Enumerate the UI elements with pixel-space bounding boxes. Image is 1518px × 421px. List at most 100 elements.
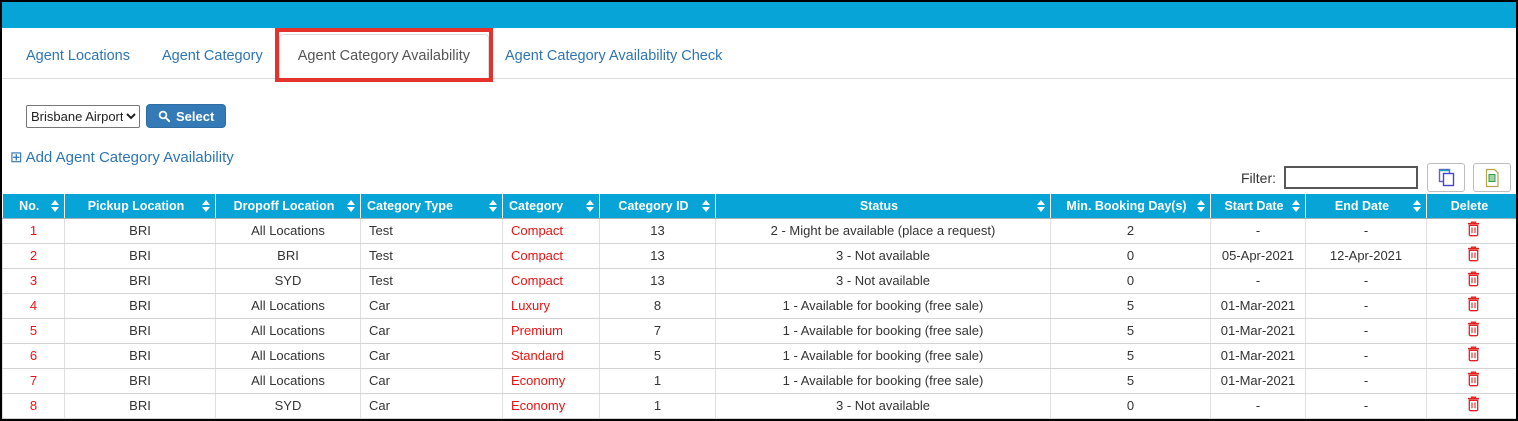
sort-arrows-icon[interactable] xyxy=(1037,199,1045,212)
table-row: 6 BRI All Locations Car Standard 5 1 - Availab… xyxy=(2,343,1516,369)
cell-min_booking_days: 2 xyxy=(1050,218,1211,244)
table-row: 3 BRI SYD Test Compact 13 3 - Not available 0- - xyxy=(2,268,1516,294)
column-label: Category Type xyxy=(367,198,453,213)
cell-status: 1 - Available for booking (free sale) xyxy=(715,293,1051,319)
cell-category_type: Car xyxy=(360,343,503,369)
cell-delete xyxy=(1426,218,1516,244)
cell-category: Compact xyxy=(502,218,600,244)
cell-start_date: 05-Apr-2021 xyxy=(1210,243,1306,269)
tab-agent-category-availability-check[interactable]: Agent Category Availability Check xyxy=(505,48,723,64)
tab-agent-category[interactable]: Agent Category xyxy=(162,48,263,64)
delete-row-button[interactable] xyxy=(1467,221,1480,237)
column-label: Category xyxy=(509,198,564,213)
sort-arrows-icon[interactable] xyxy=(51,199,59,212)
copy-button[interactable] xyxy=(1427,163,1465,192)
delete-row-button[interactable] xyxy=(1467,371,1480,387)
column-label: No. xyxy=(19,198,40,213)
cell-no: 7 xyxy=(2,368,65,394)
cell-no: 6 xyxy=(2,343,65,369)
sort-arrows-icon[interactable] xyxy=(347,199,355,212)
sort-arrows-icon[interactable] xyxy=(202,199,210,212)
table-row: 2 BRI BRI Test Compact 13 3 - Not available 0 05… xyxy=(2,243,1516,269)
sort-arrows-icon[interactable] xyxy=(1292,199,1300,212)
column-header-start_date[interactable]: Start Date xyxy=(1210,194,1306,219)
column-header-pickup[interactable]: Pickup Location xyxy=(64,194,216,219)
export-button[interactable] xyxy=(1473,163,1511,192)
cell-delete xyxy=(1426,418,1516,419)
column-label: Category ID xyxy=(618,198,689,213)
delete-row-button[interactable] xyxy=(1467,246,1480,262)
cell-no: 1 xyxy=(2,218,65,244)
cell-category_type: Test xyxy=(360,218,503,244)
top-header-bar xyxy=(2,2,1516,28)
search-icon xyxy=(158,110,171,123)
cell-status: 3 - Not available xyxy=(715,243,1051,269)
column-header-delete: Delete xyxy=(1426,194,1516,219)
cell-dropoff: All Locations xyxy=(215,343,361,369)
delete-row-button[interactable] xyxy=(1467,346,1480,362)
cell-status: 3 - Not available xyxy=(715,268,1051,294)
delete-row-button[interactable] xyxy=(1467,321,1480,337)
cell-dropoff: SYD xyxy=(215,268,361,294)
table-row: 9 xyxy=(2,418,1516,419)
select-button[interactable]: Select xyxy=(146,104,227,128)
column-label: End Date xyxy=(1334,198,1390,213)
cell-category_id: 1 xyxy=(599,393,716,419)
copy-icon xyxy=(1436,167,1457,188)
column-label: Delete xyxy=(1450,198,1489,213)
delete-row-button[interactable] xyxy=(1467,396,1480,412)
sort-arrows-icon[interactable] xyxy=(1413,199,1421,212)
select-button-label: Select xyxy=(176,108,215,124)
cell-end_date: - xyxy=(1305,293,1427,319)
cell-delete xyxy=(1426,268,1516,294)
column-header-status[interactable]: Status xyxy=(715,194,1051,219)
cell-no: 4 xyxy=(2,293,65,319)
trash-icon xyxy=(1467,346,1480,365)
location-select[interactable]: Brisbane Airport xyxy=(26,104,140,128)
cell-category: Economy xyxy=(502,368,600,394)
column-header-min_booking_days[interactable]: Min. Booking Day(s) xyxy=(1050,194,1211,219)
cell-pickup: BRI xyxy=(64,343,216,369)
cell-delete xyxy=(1426,343,1516,369)
cell-status: 1 - Available for booking (free sale) xyxy=(715,343,1051,369)
tab-agent-locations[interactable]: Agent Locations xyxy=(26,48,130,64)
cell-min_booking_days: 0 xyxy=(1050,393,1211,419)
column-header-category_id[interactable]: Category ID xyxy=(599,194,716,219)
cell-end_date: - xyxy=(1305,393,1427,419)
filter-input[interactable] xyxy=(1284,166,1418,189)
toolbar-row: ⊞ Add Agent Category Availability Filter… xyxy=(2,149,1516,193)
cell-pickup: BRI xyxy=(64,218,216,244)
sort-arrows-icon[interactable] xyxy=(489,199,497,212)
cell-pickup: BRI xyxy=(64,268,216,294)
delete-row-button[interactable] xyxy=(1467,271,1480,287)
plus-box-icon: ⊞ xyxy=(10,149,23,166)
sort-arrows-icon[interactable] xyxy=(702,199,710,212)
column-header-dropoff[interactable]: Dropoff Location xyxy=(215,194,361,219)
cell-category: Compact xyxy=(502,243,600,269)
table-row: 1 BRI All Locations Test Compact 13 2 - Might … xyxy=(2,218,1516,244)
column-header-category_type[interactable]: Category Type xyxy=(360,194,503,219)
cell-status: 1 - Available for booking (free sale) xyxy=(715,318,1051,344)
column-label: Pickup Location xyxy=(87,198,185,213)
column-header-end_date[interactable]: End Date xyxy=(1305,194,1427,219)
column-header-category[interactable]: Category xyxy=(502,194,600,219)
cell-delete xyxy=(1426,318,1516,344)
cell-category_type: Car xyxy=(360,318,503,344)
cell-delete xyxy=(1426,243,1516,269)
cell-end_date: - xyxy=(1305,268,1427,294)
cell-delete xyxy=(1426,393,1516,419)
delete-row-button[interactable] xyxy=(1467,296,1480,312)
cell-start_date: 01-Mar-2021 xyxy=(1210,293,1306,319)
sort-arrows-icon[interactable] xyxy=(1197,199,1205,212)
cell-pickup: BRI xyxy=(64,393,216,419)
cell-end_date: - xyxy=(1305,368,1427,394)
cell-min_booking_days: 0 xyxy=(1050,268,1211,294)
trash-icon xyxy=(1467,371,1480,390)
cell-min_booking_days: 0 xyxy=(1050,243,1211,269)
add-agent-category-availability-link[interactable]: ⊞ Add Agent Category Availability xyxy=(10,149,234,166)
column-header-no[interactable]: No. xyxy=(2,194,65,219)
availability-table: No. Pickup Location Dropoff Location Catego… xyxy=(2,194,1516,419)
sort-arrows-icon[interactable] xyxy=(586,199,594,212)
tab-agent-category-availability[interactable]: Agent Category Availability xyxy=(274,28,493,82)
column-label: Start Date xyxy=(1224,198,1284,213)
